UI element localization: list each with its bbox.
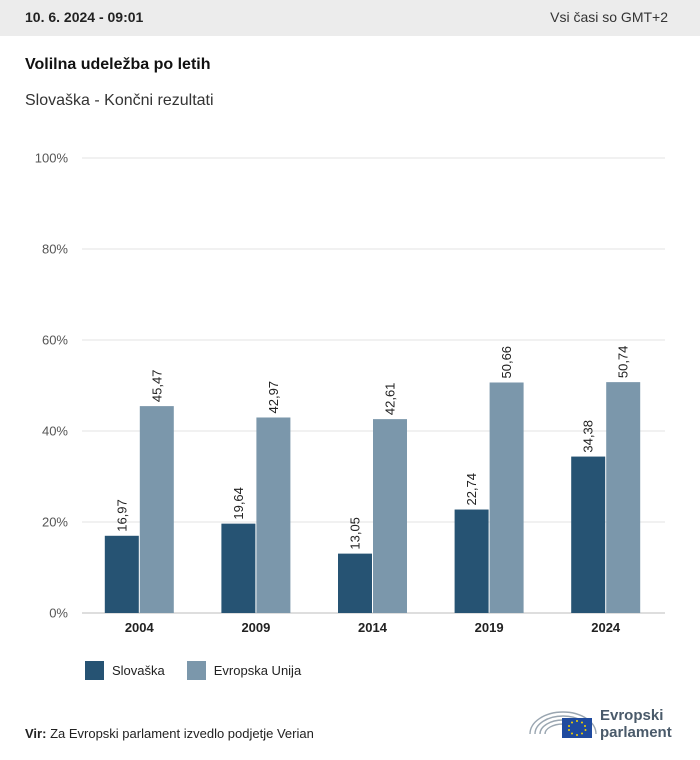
y-tick-label: 40% [42, 424, 68, 439]
data-label: 50,74 [616, 346, 631, 379]
ep-logo: Evropski parlament [528, 702, 678, 741]
timezone-note: Vsi časi so GMT+2 [550, 9, 668, 25]
legend-item-series2: Evropska Unija [186, 661, 302, 680]
x-tick-label: 2024 [591, 620, 621, 635]
bar-series2 [139, 406, 174, 613]
bar-series1 [104, 535, 139, 613]
bar-series2 [606, 382, 641, 613]
data-label: 42,61 [383, 383, 398, 416]
data-label: 50,66 [499, 346, 514, 379]
logo-line1: Evropski [600, 707, 664, 724]
bar-series1 [221, 523, 256, 613]
legend: Slovaška Evropska Unija [85, 661, 323, 680]
data-label: 22,74 [464, 473, 479, 506]
bar-series1 [338, 553, 372, 613]
bar-series1 [571, 456, 606, 613]
y-tick-label: 0% [49, 606, 68, 621]
data-label: 34,38 [581, 420, 596, 453]
bar-series2 [489, 382, 524, 613]
top-bar: 10. 6. 2024 - 09:01 Vsi časi so GMT+2 [0, 0, 700, 36]
data-label: 13,05 [348, 517, 363, 550]
x-tick-label: 2014 [358, 620, 388, 635]
x-tick-label: 2009 [241, 620, 270, 635]
legend-label-series1: Slovaška [112, 663, 165, 678]
logo-text: Evropski parlament [600, 707, 672, 741]
y-tick-label: 80% [42, 242, 68, 257]
parliament-emblem-icon [529, 711, 597, 738]
legend-swatch-series1 [85, 661, 104, 680]
logo-line2: parlament [600, 724, 672, 741]
bar-series2 [373, 419, 407, 613]
data-label: 16,97 [114, 499, 129, 532]
source-label: Vir: [25, 726, 47, 741]
x-tick-label: 2004 [125, 620, 155, 635]
bar-series2 [256, 417, 291, 613]
y-tick-label: 20% [42, 515, 68, 530]
source-text: Za Evropski parlament izvedlo podjetje V… [50, 726, 314, 741]
source-note: Vir: Za Evropski parlament izvedlo podje… [25, 726, 314, 741]
legend-label-series2: Evropska Unija [213, 663, 302, 678]
y-tick-label: 100% [35, 151, 69, 166]
data-label: 19,64 [231, 487, 246, 520]
data-label: 42,97 [266, 381, 281, 414]
x-tick-label: 2019 [475, 620, 504, 635]
bar-chart: 0% 20% 40% 60% 80% 100% 16,97 45,47 2004 19,64 42,… [35, 151, 665, 635]
legend-item-series1: Slovaška [85, 661, 165, 680]
bar-series1 [454, 509, 489, 613]
y-tick-label: 60% [42, 333, 68, 348]
data-label: 45,47 [149, 370, 164, 403]
legend-swatch-series2 [186, 661, 206, 680]
chart-title: Volilna udeležba po letih [25, 56, 211, 73]
timestamp: 10. 6. 2024 - 09:01 [25, 9, 144, 25]
chart-subtitle: Slovaška - Končni rezultati [25, 92, 214, 109]
